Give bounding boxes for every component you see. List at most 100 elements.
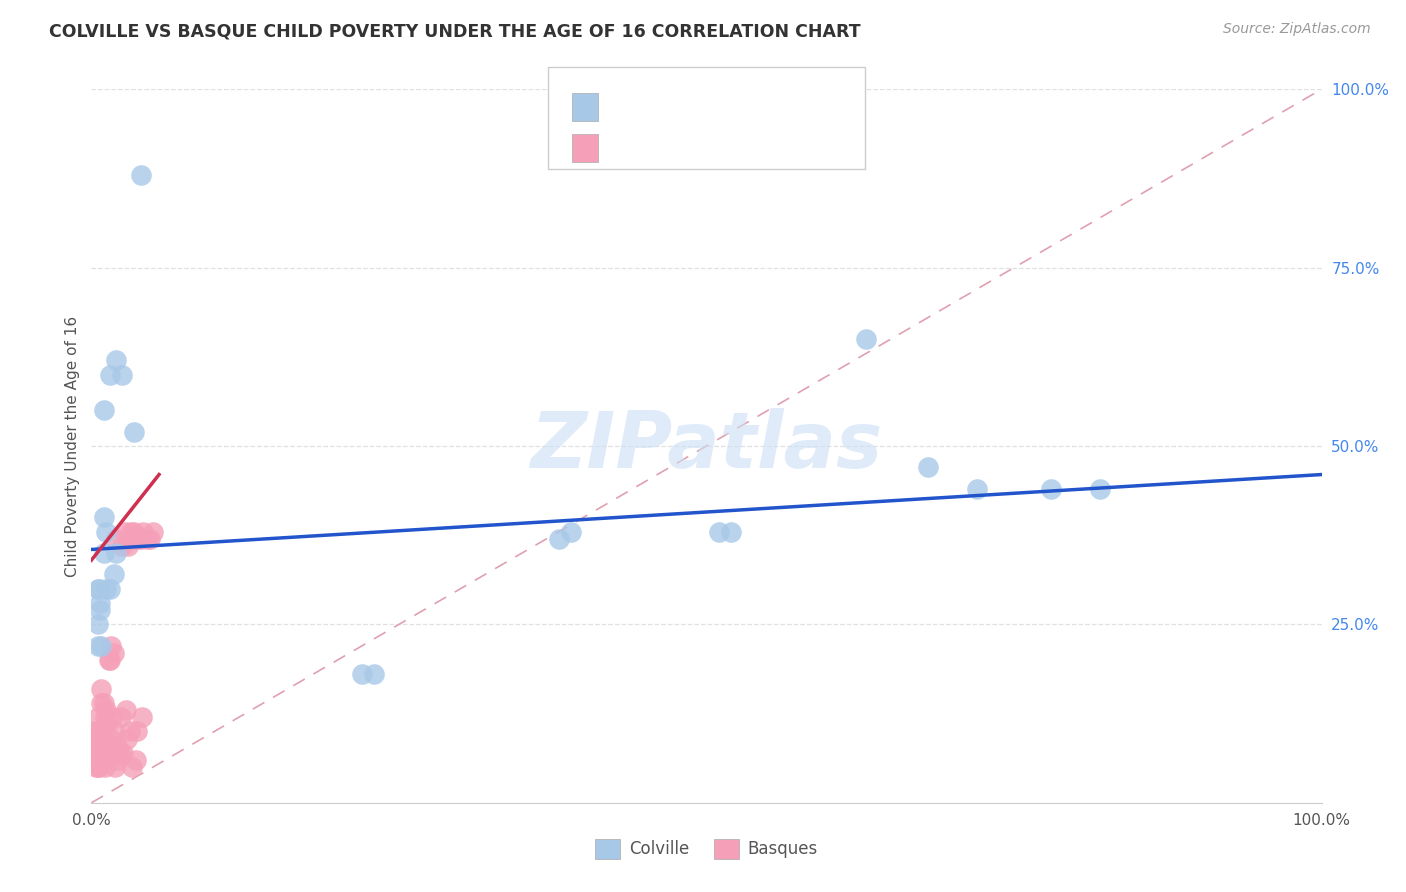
Point xyxy=(547,532,569,546)
Point xyxy=(100,639,122,653)
Point xyxy=(103,646,125,660)
Point xyxy=(124,524,146,539)
Text: ZIPatlas: ZIPatlas xyxy=(530,408,883,484)
Point xyxy=(105,353,127,368)
Text: 31: 31 xyxy=(742,98,765,116)
Point xyxy=(129,168,152,182)
Point xyxy=(93,510,115,524)
Text: Source: ZipAtlas.com: Source: ZipAtlas.com xyxy=(1223,22,1371,37)
Point xyxy=(139,532,162,546)
Point xyxy=(87,724,110,739)
Point xyxy=(124,425,146,439)
Point xyxy=(90,746,112,760)
Point xyxy=(1088,482,1111,496)
Point xyxy=(97,653,120,667)
Point xyxy=(83,724,105,739)
Point xyxy=(112,746,135,760)
Point xyxy=(96,717,118,731)
Point xyxy=(560,524,582,539)
Legend: Colville, Basques: Colville, Basques xyxy=(589,832,824,866)
Point xyxy=(114,703,138,717)
Point xyxy=(135,532,157,546)
Point xyxy=(98,653,121,667)
Point xyxy=(89,596,111,610)
Point xyxy=(98,746,121,760)
Point xyxy=(91,753,114,767)
Point xyxy=(107,753,129,767)
Point xyxy=(125,724,148,739)
Point xyxy=(90,639,112,653)
Point xyxy=(90,681,112,696)
Text: R =: R = xyxy=(609,98,645,116)
Point xyxy=(87,760,110,774)
Point xyxy=(96,582,117,596)
Text: 60: 60 xyxy=(742,139,765,157)
Point xyxy=(89,739,111,753)
Point xyxy=(96,703,117,717)
Point xyxy=(352,667,374,681)
Point xyxy=(98,582,121,596)
Point xyxy=(142,524,165,539)
Point xyxy=(707,524,730,539)
Text: N =: N = xyxy=(707,98,744,116)
Text: N =: N = xyxy=(707,139,744,157)
Point xyxy=(98,368,121,382)
Point xyxy=(89,603,111,617)
Point xyxy=(86,639,108,653)
Point xyxy=(111,368,134,382)
Point xyxy=(105,532,127,546)
Point xyxy=(104,760,127,774)
Point xyxy=(84,731,107,746)
Point xyxy=(93,696,115,710)
Point xyxy=(117,539,139,553)
Point xyxy=(101,710,124,724)
Point xyxy=(90,696,112,710)
Point xyxy=(96,739,117,753)
Point xyxy=(86,582,108,596)
Point xyxy=(121,760,143,774)
Point xyxy=(124,753,146,767)
Point xyxy=(115,731,138,746)
Point xyxy=(131,710,153,724)
Point xyxy=(720,524,742,539)
Point xyxy=(84,753,107,767)
Point xyxy=(917,460,939,475)
Point xyxy=(132,524,155,539)
Point xyxy=(103,724,125,739)
Point xyxy=(96,746,118,760)
Y-axis label: Child Poverty Under the Age of 16: Child Poverty Under the Age of 16 xyxy=(65,316,80,576)
Point xyxy=(111,539,134,553)
Point xyxy=(93,724,115,739)
Text: 0.344: 0.344 xyxy=(643,139,696,157)
Point xyxy=(91,731,114,746)
Text: 0.103: 0.103 xyxy=(643,98,695,116)
Text: COLVILLE VS BASQUE CHILD POVERTY UNDER THE AGE OF 16 CORRELATION CHART: COLVILLE VS BASQUE CHILD POVERTY UNDER T… xyxy=(49,22,860,40)
Point xyxy=(86,617,108,632)
Point xyxy=(86,710,108,724)
Point xyxy=(110,710,132,724)
Point xyxy=(855,332,877,346)
Point xyxy=(86,760,108,774)
Point xyxy=(363,667,385,681)
Point xyxy=(96,524,117,539)
Point xyxy=(93,746,115,760)
Point xyxy=(100,731,122,746)
Point xyxy=(108,746,131,760)
Point xyxy=(103,567,125,582)
Point xyxy=(966,482,988,496)
Point xyxy=(93,403,115,417)
Point xyxy=(93,546,115,560)
Text: R =: R = xyxy=(609,139,645,157)
Point xyxy=(86,746,108,760)
Point xyxy=(118,724,141,739)
Point xyxy=(1039,482,1063,496)
Point xyxy=(120,524,142,539)
Point xyxy=(122,532,145,546)
Point xyxy=(129,532,152,546)
Point xyxy=(114,524,136,539)
Point xyxy=(86,739,108,753)
Point xyxy=(127,532,149,546)
Point xyxy=(89,753,111,767)
Point xyxy=(105,739,128,753)
Point xyxy=(94,710,117,724)
